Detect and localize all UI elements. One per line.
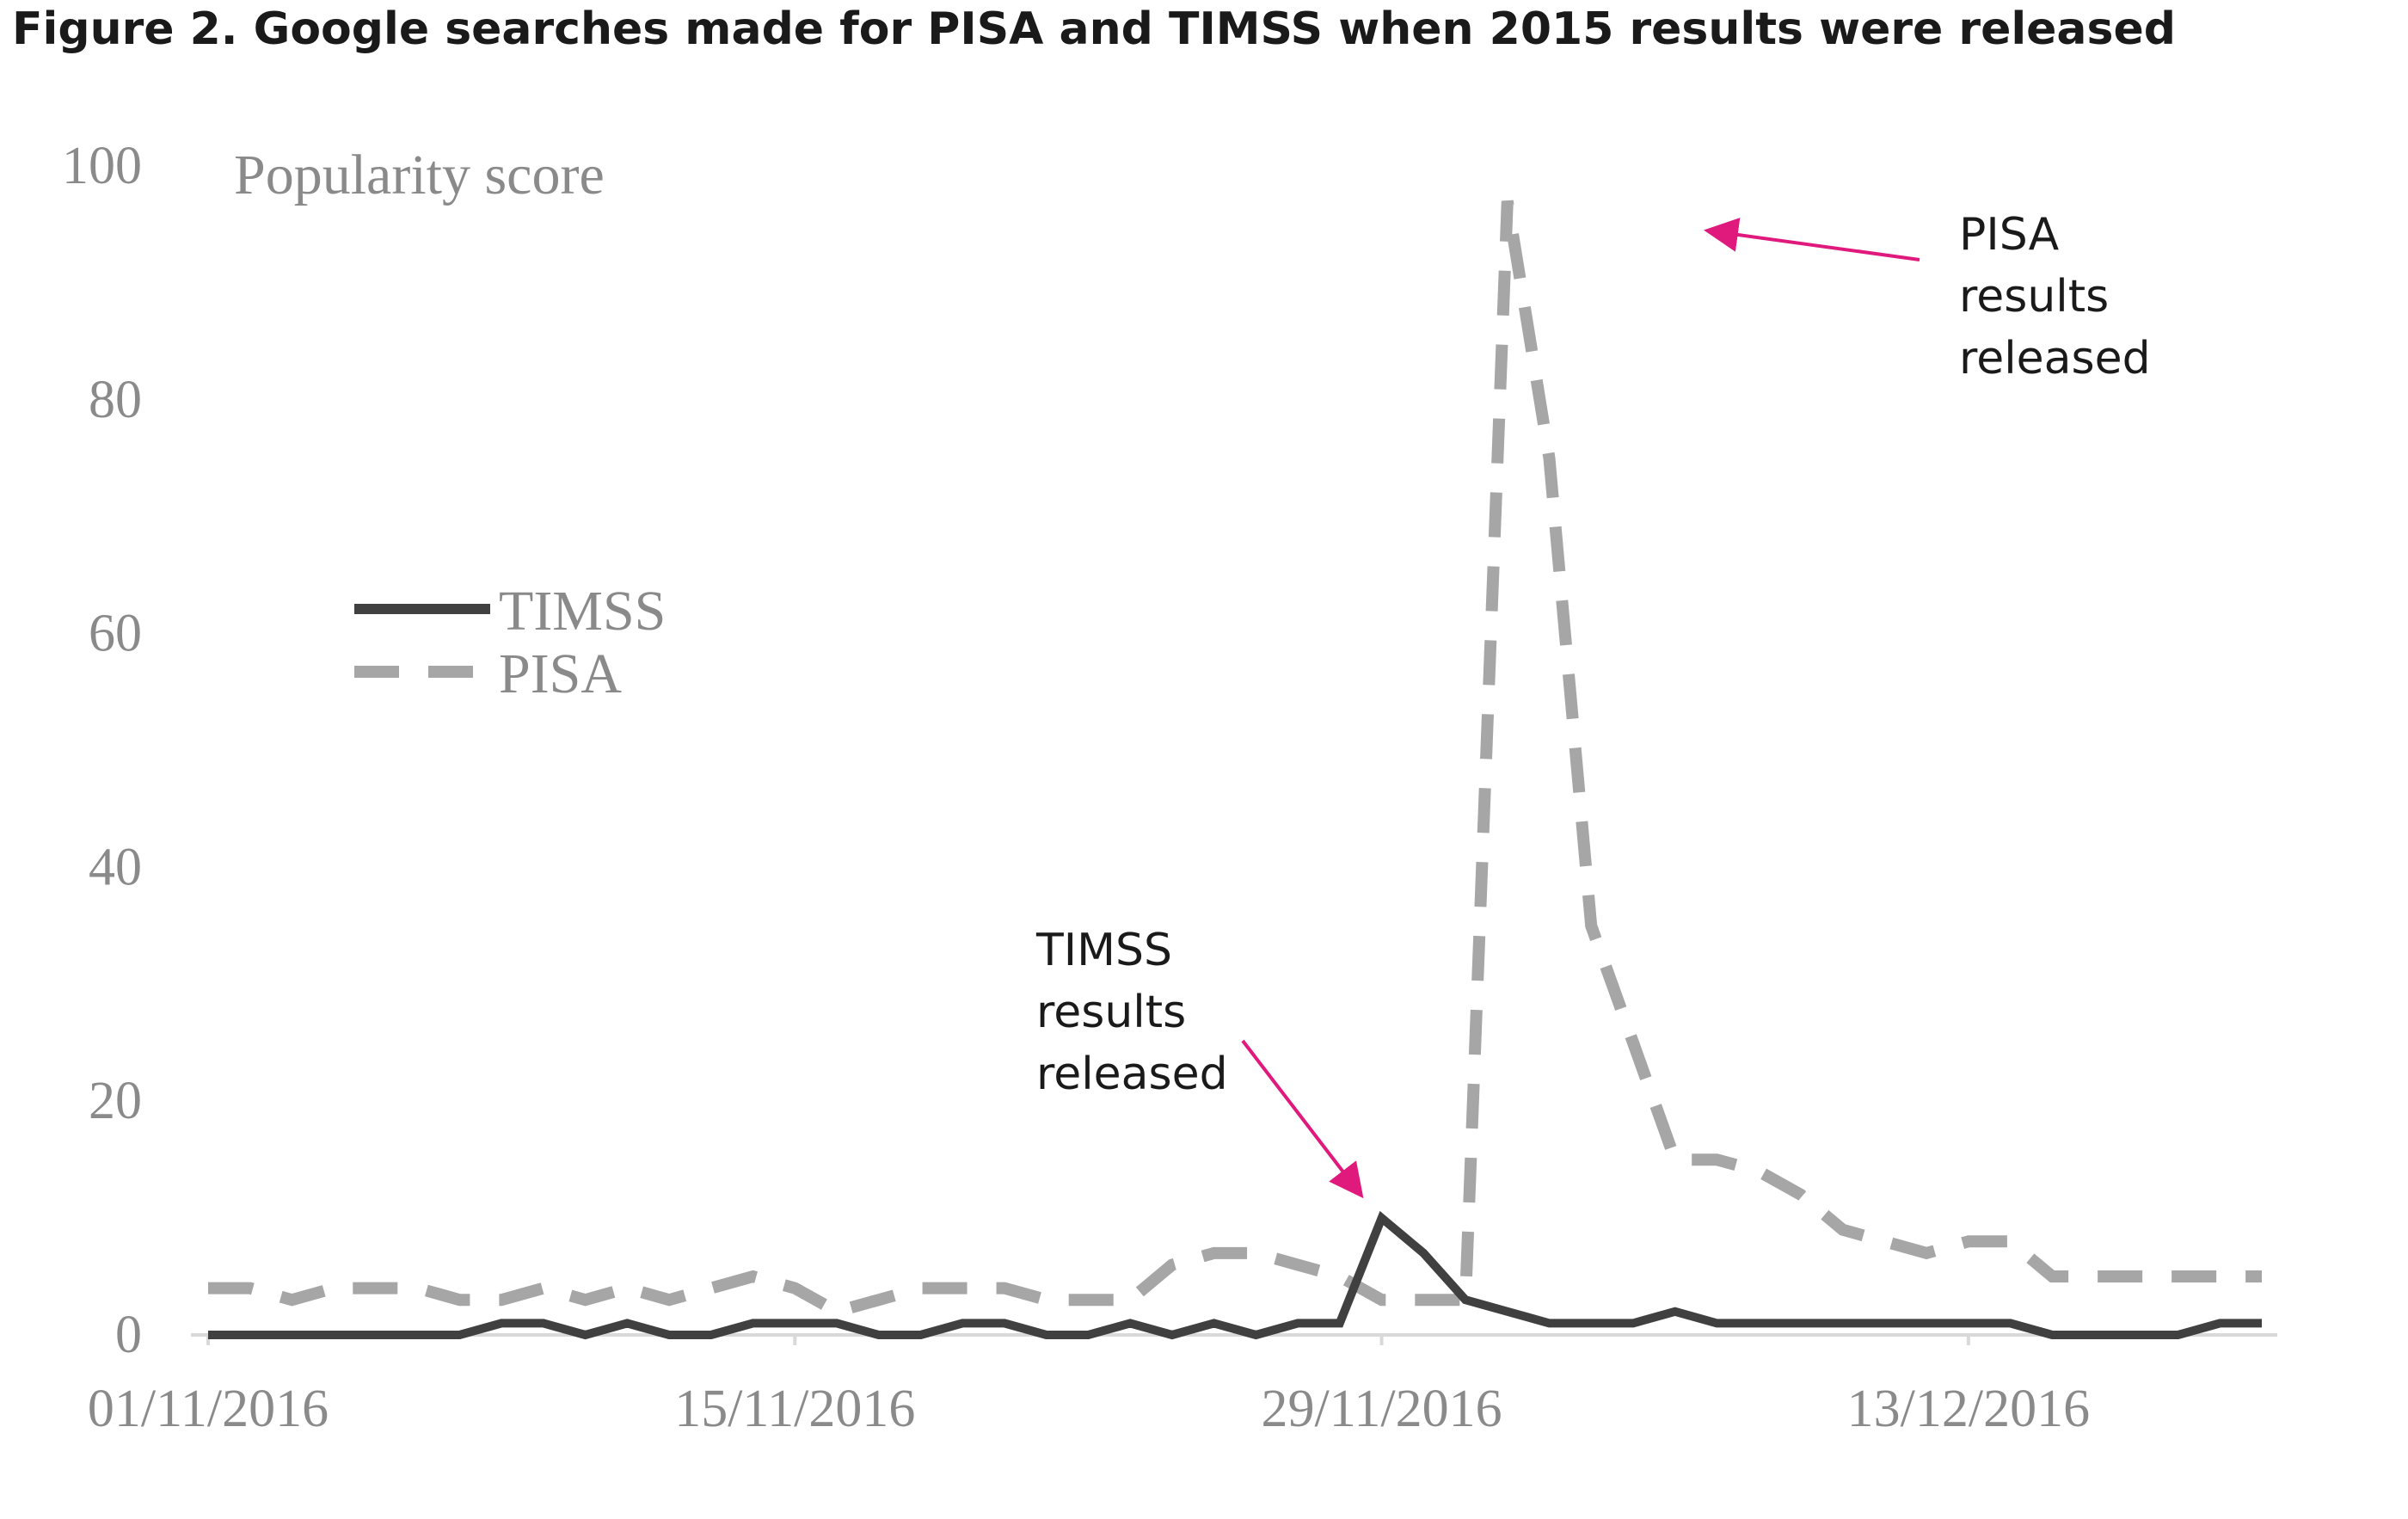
annotation-line: released <box>1036 1049 1228 1100</box>
annotation-arrow-pisa <box>1704 218 1920 261</box>
figure-title: Figure 2. Google searches made for PISA … <box>12 3 2176 55</box>
annotation-pisa: PISA results released <box>1959 209 2151 384</box>
y-tick-label: 100 <box>62 137 142 195</box>
x-tick-label: 29/11/2016 <box>1261 1380 1502 1438</box>
y-tick-label: 40 <box>89 838 142 896</box>
annotation-arrow-timss <box>1241 1039 1364 1199</box>
y-tick-label: 60 <box>89 605 142 663</box>
y-tick-label: 20 <box>89 1072 142 1130</box>
y-tick-label: 0 <box>115 1306 142 1364</box>
x-tick-label: 15/11/2016 <box>674 1380 915 1438</box>
legend-label-timss: TIMSS <box>499 580 666 643</box>
y-axis-label: Popularity score <box>234 144 605 206</box>
annotation-line: results <box>1959 271 2109 323</box>
annotation-line: released <box>1959 333 2151 384</box>
y-tick-label: 80 <box>89 371 142 429</box>
series-line-pisa <box>208 200 2262 1319</box>
legend-label-pisa: PISA <box>499 643 622 705</box>
annotation-line: results <box>1036 987 1186 1038</box>
y-axis-ticks: 0 20 40 60 80 100 <box>62 137 142 1364</box>
series-line-timss <box>208 1210 2262 1340</box>
series-layer <box>208 200 2262 1340</box>
annotation-timss: TIMSS results released <box>1035 925 1228 1100</box>
annotation-line: PISA <box>1959 209 2060 261</box>
x-axis-ticks: 01/11/2016 15/11/2016 29/11/2016 13/12/2016 <box>88 1335 2090 1438</box>
annotation-line: TIMSS <box>1035 925 1172 976</box>
x-tick-label: 01/11/2016 <box>88 1380 329 1438</box>
annotations: TIMSS results released PISA results released <box>1035 209 2151 1199</box>
x-tick-label: 13/12/2016 <box>1847 1380 2090 1438</box>
